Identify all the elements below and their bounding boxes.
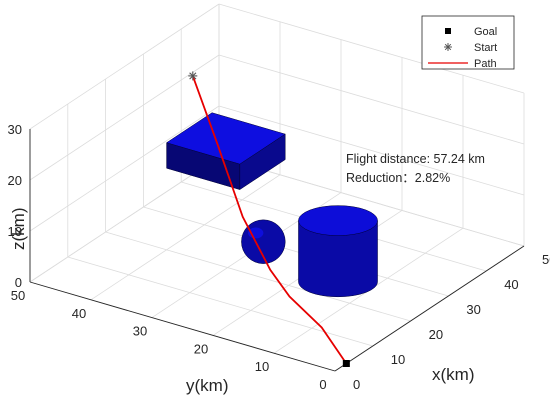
wall-grid-z (29, 105, 220, 232)
cylinder-obstacle-top (298, 205, 378, 236)
y-tick-label: 30 (133, 324, 147, 339)
x-tick-label: 40 (504, 277, 518, 292)
legend-marker-goal (445, 28, 451, 34)
wall-grid-z (29, 156, 220, 283)
cylinder-obstacle-body (298, 220, 378, 298)
legend-entry-goal: Goal (474, 26, 497, 38)
z-tick-label: 0 (15, 275, 22, 290)
x-tick-label: 30 (466, 302, 480, 317)
floor-grid-x (105, 231, 411, 322)
wall-grid-z2 (218, 3, 525, 94)
flight-distance-annotation: Flight distance: 57.24 km (346, 152, 485, 166)
tick-labels: 01020304050010203040500102030 (8, 122, 550, 392)
y-tick-label: 40 (72, 306, 86, 321)
z-tick-label: 10 (8, 224, 22, 239)
reduction-annotation: Reduction：2.82% (346, 171, 450, 185)
legend-entry-start: Start (474, 42, 497, 54)
legend-marker-start (444, 43, 452, 51)
obstacles (166, 112, 378, 298)
y-tick-label: 50 (11, 288, 25, 303)
goal-marker (342, 360, 350, 367)
y-axis-label: y(km) (186, 376, 228, 395)
start-marker (188, 71, 198, 81)
grid-lines (29, 3, 525, 372)
y-tick-label: 0 (319, 377, 326, 392)
floor-grid-y (90, 174, 281, 301)
x-axis-line (334, 245, 525, 372)
z-axis-label: z(km) (9, 208, 28, 250)
legend-box (421, 15, 515, 70)
legend-marker-start-stroke (444, 43, 452, 51)
x-tick-label: 10 (391, 352, 405, 367)
flight-path-line (191, 75, 348, 365)
floor-grid-x (143, 206, 449, 297)
flight-path-group (188, 71, 350, 367)
legend: Goal Start Path (421, 15, 515, 70)
legend-markers (428, 28, 468, 64)
legend-entry-path: Path (474, 58, 497, 70)
y-tick-label: 10 (255, 359, 269, 374)
x-tick-label: 0 (353, 377, 360, 392)
z-tick-label: 30 (8, 122, 22, 137)
y-axis-line (29, 281, 336, 372)
floor-grid-x (67, 256, 373, 347)
x-tick-label: 20 (429, 327, 443, 342)
x-tick-label: 50 (542, 252, 550, 267)
wall-grid-z2 (218, 105, 525, 196)
wall-grid-z2 (218, 156, 525, 247)
box-obstacle-top (166, 112, 286, 165)
wall-grid-z2 (218, 54, 525, 145)
start-marker-stroke (189, 72, 197, 80)
wall-grid-z (29, 3, 220, 130)
x-axis-label: x(km) (432, 365, 474, 384)
y-tick-label: 20 (194, 341, 208, 356)
wall-grid-z (29, 54, 220, 181)
z-tick-label: 20 (8, 173, 22, 188)
